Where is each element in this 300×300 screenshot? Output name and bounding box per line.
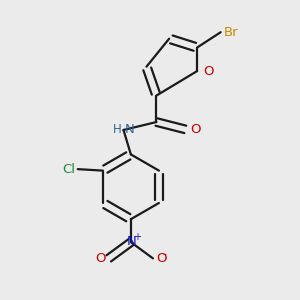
- Text: +: +: [133, 232, 141, 242]
- Text: N: N: [125, 124, 135, 136]
- Text: Br: Br: [224, 26, 238, 39]
- Text: O: O: [204, 64, 214, 78]
- Text: O: O: [190, 123, 201, 136]
- Text: O: O: [95, 252, 106, 265]
- Text: H: H: [113, 123, 122, 136]
- Text: -: -: [162, 249, 166, 259]
- Text: N: N: [127, 235, 136, 248]
- Text: O: O: [156, 252, 166, 265]
- Text: Cl: Cl: [62, 163, 75, 176]
